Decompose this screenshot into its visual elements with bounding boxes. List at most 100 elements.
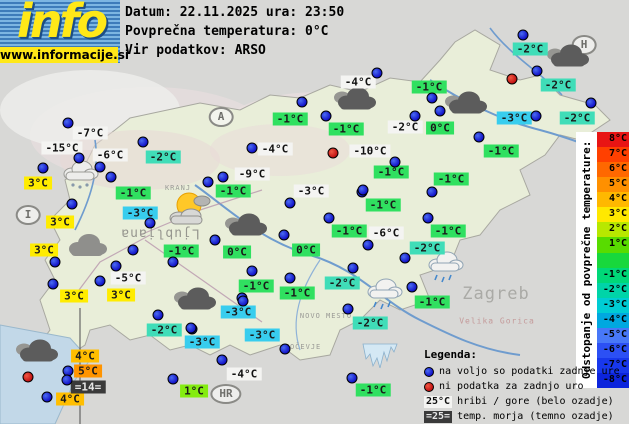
station-dot-blue (279, 343, 291, 355)
station-dot-blue (167, 256, 179, 268)
station-dot-blue (323, 212, 335, 224)
scale-gradient-bar: 8°C 7°C 6°C 5°C 4°C 3°C 2°C 1°C -1°C -2°C -3°C -4°C… (597, 132, 629, 389)
logo-text: info (16, 0, 108, 48)
scale-step: 2°C (597, 222, 629, 238)
rain-cloud-icon (425, 250, 465, 288)
legend-row: na voljo so podatki zadnje ure (424, 364, 629, 379)
station-dot-blue (62, 117, 74, 129)
scale-step: 1°C (597, 237, 629, 253)
temperature-label: -3°C (496, 111, 532, 125)
station-dot-blue (434, 105, 446, 117)
temperature-label: -1°C (331, 224, 367, 238)
temperature-label: 0°C (223, 245, 251, 259)
header-avg-temp-line: Povprečna temperatura: 0°C (125, 24, 329, 39)
station-dot-blue (41, 391, 53, 403)
scale-step: 6°C (597, 162, 629, 178)
station-dot-red (506, 73, 518, 85)
legend-rows: na voljo so podatki zadnje ure ni podatka… (410, 364, 629, 424)
legend-marker: 25°C (424, 395, 453, 408)
temperature-label: 0°C (292, 243, 320, 257)
temperature-label: 4°C (71, 349, 99, 363)
temperature-label: -1°C (163, 244, 199, 258)
temperature-label: 3°C (60, 289, 88, 303)
legend-row: ni podatka za zadnjo uro (424, 379, 629, 394)
temperature-label: 4°C (56, 392, 84, 406)
scale-step: 8°C (597, 132, 629, 148)
station-dot-blue (73, 152, 85, 164)
gray-cloud-icon (65, 232, 109, 262)
map-city-label: KOČEVJE (284, 343, 322, 351)
station-dot-blue (426, 186, 438, 198)
station-dot-blue (406, 281, 418, 293)
road-sign-hr: HR (210, 384, 242, 404)
site-logo[interactable]: info www.informacije.si (0, 0, 129, 63)
legend-row: 25°C hribi / gore (belo ozadje) (424, 394, 629, 409)
road-sign-i: I (15, 205, 41, 225)
scale-step: 7°C (597, 147, 629, 163)
temperature-label: -3°C (293, 184, 329, 198)
temperature-label: -1°C (238, 279, 274, 293)
temperature-label: 0°C (426, 121, 454, 135)
station-dot-blue (278, 229, 290, 241)
map-city-label: Zagreb (462, 284, 530, 304)
temperature-label: 1°C (180, 384, 208, 398)
station-dot-blue (137, 136, 149, 148)
legend-marker (424, 366, 434, 377)
scale-step: -2°C (597, 282, 629, 298)
temperature-label: -2°C (145, 150, 181, 164)
temperature-label: -4°C (257, 142, 293, 156)
scale-step: 3°C (597, 207, 629, 223)
station-dot-blue (347, 262, 359, 274)
scale-step: -7°C (597, 357, 629, 373)
red-dot-icon (424, 381, 434, 392)
temperature-label: -6°C (368, 226, 404, 240)
station-dot-blue (209, 234, 221, 246)
station-dot-blue (246, 142, 258, 154)
legend-marker (424, 381, 434, 392)
station-dot-blue (37, 162, 49, 174)
temperature-label: -1°C (215, 184, 251, 198)
dark-cloud-icon (545, 42, 591, 73)
temperature-label: -2°C (387, 120, 423, 134)
station-dot-blue (531, 65, 543, 77)
station-dot-blue (284, 272, 296, 284)
station-dot-blue (409, 110, 421, 122)
station-dot-blue (105, 171, 117, 183)
legend-row: =25= temp. morja (temno ozadje) (424, 409, 629, 424)
station-dot-blue (127, 244, 139, 256)
temperature-label: -3°C (220, 305, 256, 319)
drizzle-cloud-icon (60, 158, 100, 194)
station-dot-blue (517, 29, 529, 41)
station-dot-blue (47, 278, 59, 290)
temperature-label: -1°C (433, 172, 469, 186)
map-city-label: KRANJ (164, 184, 192, 192)
map-city-label: Velika Gorica (459, 316, 535, 326)
station-dot-red (327, 147, 339, 159)
legend-row-text: ni podatka za zadnjo uro (439, 381, 584, 392)
temperature-deviation-scale: Odstopanje od povprečne temperature: 8°C… (576, 132, 629, 389)
temperature-label: -1°C (279, 286, 315, 300)
station-dot-blue (530, 110, 542, 122)
temperature-label: -7°C (72, 126, 108, 140)
temperature-label: -1°C (414, 295, 450, 309)
temperature-label: -2°C (540, 78, 576, 92)
temperature-label: -10°C (349, 144, 391, 158)
station-dot-blue (284, 197, 296, 209)
station-dot-blue (216, 354, 228, 366)
logo-url-link[interactable]: www.informacije.si (0, 47, 129, 63)
temperature-label: -1°C (115, 186, 151, 200)
legend-box: Legenda: na voljo so podatki zadnje ure n… (410, 348, 629, 424)
temperature-label: -1°C (328, 122, 364, 136)
temperature-label: -1°C (355, 383, 391, 397)
temperature-label: -1°C (365, 198, 401, 212)
map-city-label: NOVO MESTO (299, 312, 353, 320)
legend-marker: =25= (424, 410, 453, 423)
temperature-label: -6°C (92, 148, 128, 162)
station-dot-blue (362, 239, 374, 251)
dark-chip-sample: =25= (424, 410, 453, 423)
scale-step: 4°C (597, 192, 629, 208)
station-dot-blue (426, 92, 438, 104)
temperature-label: =14= (70, 380, 106, 394)
scale-step: 5°C (597, 177, 629, 193)
temperature-label: -2°C (352, 316, 388, 330)
